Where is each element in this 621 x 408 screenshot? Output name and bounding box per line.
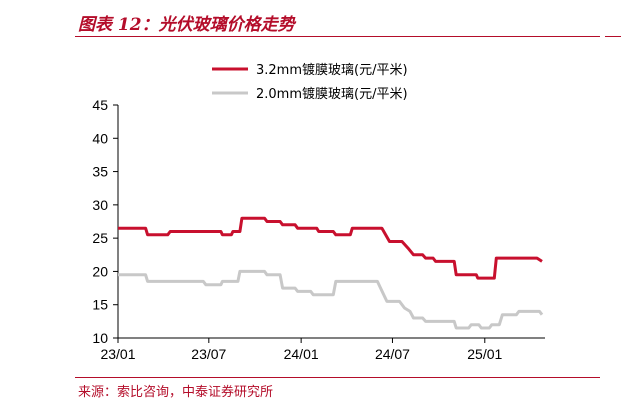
y-tick-label: 10 (92, 330, 108, 346)
series-layer (118, 216, 544, 330)
x-tick-label: 23/07 (191, 346, 226, 362)
series-line-0 (118, 216, 543, 280)
y-tick-label: 45 (92, 97, 108, 113)
legend: 3.2mm镀膜玻璃(元/平米) 2.0mm镀膜玻璃(元/平米) (212, 62, 408, 102)
y-axis: 10 15 20 25 30 35 40 45 (92, 97, 119, 346)
x-tick-label: 25/01 (467, 346, 502, 362)
adjacent-figure-divider (605, 36, 621, 37)
y-tick-label: 35 (92, 164, 108, 180)
legend-label-1: 2.0mm镀膜玻璃(元/平米) (256, 86, 408, 102)
y-tick-label: 40 (92, 130, 108, 146)
y-tick-label: 15 (92, 297, 108, 313)
x-tick-label: 24/01 (284, 346, 319, 362)
series-line-1 (118, 269, 544, 330)
x-tick-label: 23/01 (100, 346, 135, 362)
title-divider (75, 36, 600, 37)
legend-label-0: 3.2mm镀膜玻璃(元/平米) (256, 62, 408, 78)
y-tick-label: 20 (92, 263, 108, 279)
source-divider (75, 377, 600, 378)
y-tick-label: 30 (92, 197, 108, 213)
x-tick-label: 24/07 (375, 346, 410, 362)
y-tick-label: 25 (92, 230, 108, 246)
figure-title: 图表 12：光伏玻璃价格走势 (78, 15, 295, 35)
source-note: 来源：索比咨询，中泰证券研究所 (78, 385, 274, 400)
x-axis: 23/01 23/07 24/01 24/07 25/01 (100, 337, 545, 362)
